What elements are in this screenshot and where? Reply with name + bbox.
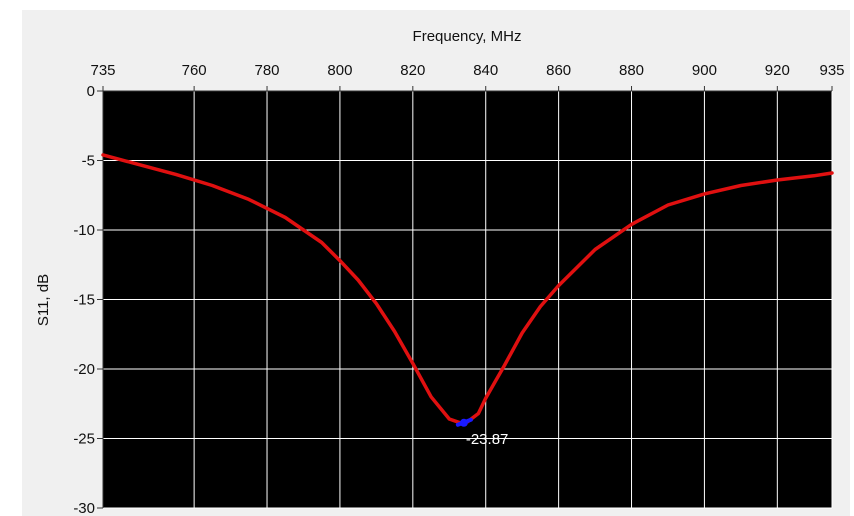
- x-tick-label: 860: [546, 62, 571, 79]
- y-tick-label: 0: [87, 83, 95, 100]
- y-axis-title: S11, dB: [35, 274, 52, 326]
- x-axis-title: Frequency, MHz: [413, 28, 522, 45]
- y-tick-label: -25: [73, 431, 95, 448]
- x-tick-label: 920: [765, 62, 790, 79]
- plot-layer: 735 760 780 800 820 840 860 880 900 920 935 0 -5 -10 -…: [73, 62, 844, 516]
- x-tick-label: 880: [619, 62, 644, 79]
- y-tick-label: -10: [73, 222, 95, 239]
- x-tick-label: 780: [255, 62, 280, 79]
- x-tick-label: 935: [819, 62, 844, 79]
- minimum-value-label: -23.87: [466, 431, 509, 448]
- y-tick-label: -20: [73, 361, 95, 378]
- x-tick-label: 760: [182, 62, 207, 79]
- x-tick-label: 840: [473, 62, 498, 79]
- x-tick-label: 735: [90, 62, 115, 79]
- y-tick-label: -30: [73, 500, 95, 516]
- x-tick-label: 900: [692, 62, 717, 79]
- x-tick-label: 800: [327, 62, 352, 79]
- y-tick-label: -15: [73, 292, 95, 309]
- y-tick-label: -5: [82, 153, 95, 170]
- minimum-marker: [459, 418, 468, 427]
- x-tick-label: 820: [400, 62, 425, 79]
